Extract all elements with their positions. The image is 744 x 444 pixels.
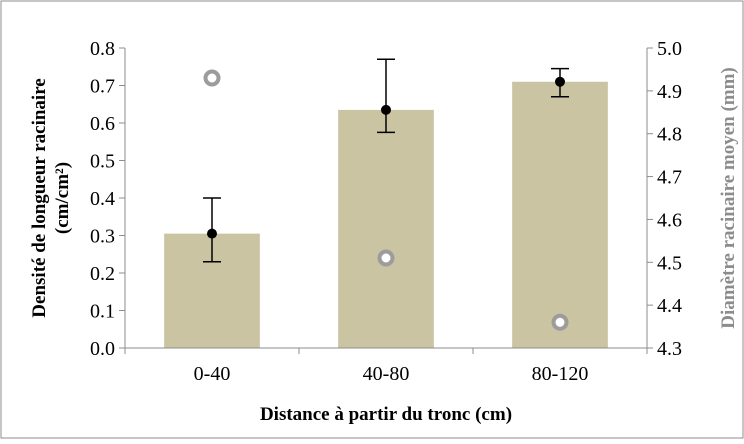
diameter-point-80-120 <box>551 313 569 331</box>
y2-axis-title: Diamètre racinaire moyen (mm) <box>718 67 739 329</box>
bar-40-80 <box>338 109 434 348</box>
left-y-ticks: 0.0 0.1 0.2 0.3 0.4 0.5 0.6 0.7 0.8 <box>90 38 125 360</box>
diameter-point-0-40 <box>203 69 221 87</box>
density-point-80-120 <box>555 76 565 87</box>
left-tick-label: 0.7 <box>90 76 115 98</box>
x-category-label: 40-80 <box>363 363 410 385</box>
x-category-label: 80-120 <box>532 363 589 385</box>
right-tick-label: 4.8 <box>657 124 682 146</box>
right-tick-label: 4.7 <box>657 167 682 189</box>
y-axis-title-line2: (cm/cm²) <box>52 162 73 234</box>
x-ticks: 0-40 40-80 80-120 <box>124 348 648 385</box>
right-tick-label: 4.6 <box>657 209 682 231</box>
left-tick-label: 0.8 <box>90 38 115 60</box>
right-tick-label: 5.0 <box>657 38 682 60</box>
left-tick-label: 0.6 <box>90 113 115 135</box>
density-point-0-40 <box>207 228 217 239</box>
right-tick-label: 4.9 <box>657 81 682 103</box>
right-tick-label: 4.4 <box>657 295 682 317</box>
x-category-label: 0-40 <box>194 363 231 385</box>
left-tick-label: 0.5 <box>90 151 115 173</box>
y-axis-title-line1: Densité de longueur racinaire <box>29 78 50 317</box>
bar-80-120 <box>512 81 608 348</box>
right-y-ticks: 4.3 4.4 4.5 4.6 4.7 4.8 4.9 5.0 <box>647 38 682 360</box>
density-point-40-80 <box>381 104 391 115</box>
error-bar-series <box>203 58 569 263</box>
x-axis-title: Distance à partir du tronc (cm) <box>260 404 512 425</box>
left-tick-label: 0.1 <box>90 301 115 323</box>
diameter-series <box>203 69 569 331</box>
right-tick-label: 4.3 <box>657 338 682 360</box>
left-tick-label: 0.0 <box>90 338 115 360</box>
left-tick-label: 0.2 <box>90 263 115 285</box>
right-tick-label: 4.5 <box>657 252 682 274</box>
diameter-point-40-80 <box>377 249 395 267</box>
left-tick-label: 0.4 <box>90 188 115 210</box>
left-tick-label: 0.3 <box>90 226 115 248</box>
